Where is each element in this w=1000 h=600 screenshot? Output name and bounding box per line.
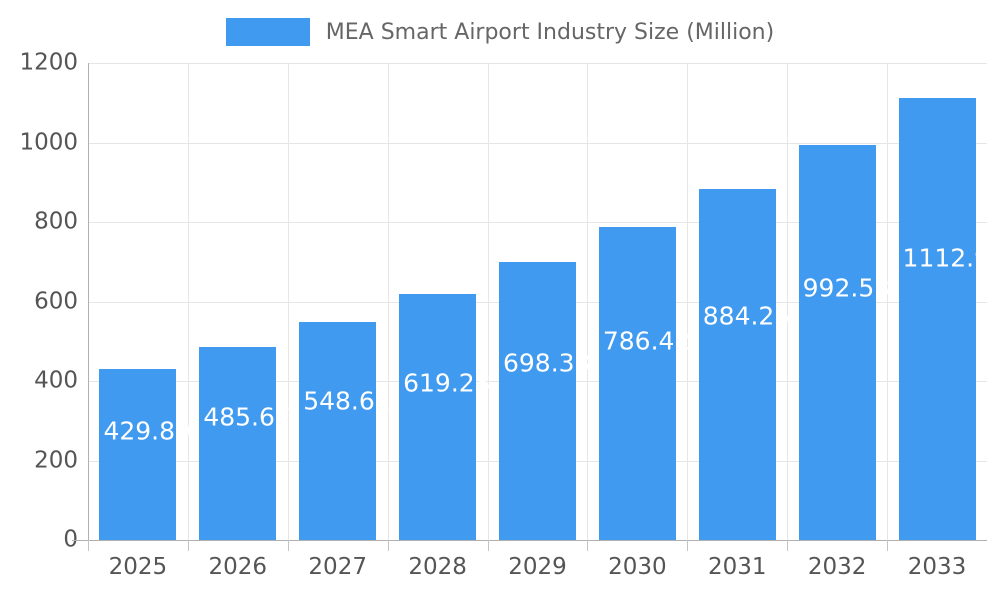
y-tick-label: 800 [34,208,78,235]
gridline-horizontal [88,63,987,64]
x-tick-label: 2031 [707,554,767,580]
bar[interactable] [798,145,876,540]
gridline-vertical [687,63,688,540]
gridline-vertical [288,63,289,540]
legend-label: MEA Smart Airport Industry Size (Million… [325,19,775,45]
x-tick-mark [488,540,489,551]
x-tick-mark [787,540,788,551]
x-tick-mark [687,540,688,551]
x-tick-mark [587,540,588,551]
legend-color-swatch [225,18,310,46]
bar[interactable] [399,293,477,540]
bar[interactable] [698,188,776,540]
bar[interactable] [499,262,576,540]
y-tick-label: 200 [34,447,78,473]
y-tick-label: 1200 [19,49,78,76]
bar[interactable] [99,369,177,540]
x-tick-mark [388,540,389,551]
gridline-vertical [188,63,189,540]
gridline-vertical [887,63,888,540]
y-tick-label: 1000 [19,129,78,155]
x-axis-line [72,540,987,541]
y-axis-labels: 0 200 400 600 800 1000 1200 [0,0,78,600]
gridline-vertical [787,63,788,540]
gridline-vertical [388,63,389,540]
gridline-vertical [488,63,489,540]
x-tick-mark [887,540,888,551]
x-tick-label: 2025 [108,554,168,580]
gridline-horizontal [88,222,987,223]
y-tick-label: 0 [63,526,78,553]
bar[interactable] [199,346,277,540]
bar[interactable] [299,321,377,540]
gridline-vertical [587,63,588,540]
y-tick-label: 600 [34,288,78,314]
plot-area: 429.89 485.67 548.61 619.28 698.33 786.42 884.… [88,63,1000,541]
x-tick-mark [288,540,289,551]
gridline-horizontal [88,142,987,144]
y-axis-line [88,63,89,551]
x-tick-label: 2029 [508,554,567,580]
bar[interactable] [898,97,976,540]
x-tick-label: 2028 [408,554,467,580]
x-tick-mark [88,540,89,551]
bar[interactable] [598,227,676,540]
x-tick-label: 2032 [807,554,867,580]
x-tick-mark [188,540,189,551]
x-tick-label: 2026 [208,554,268,580]
y-tick-label: 400 [34,367,78,394]
chart-legend: MEA Smart Airport Industry Size (Million… [0,12,1000,52]
x-tick-label: 2030 [608,554,667,580]
x-tick-label: 2033 [907,554,967,580]
x-tick-label: 2027 [308,554,367,580]
